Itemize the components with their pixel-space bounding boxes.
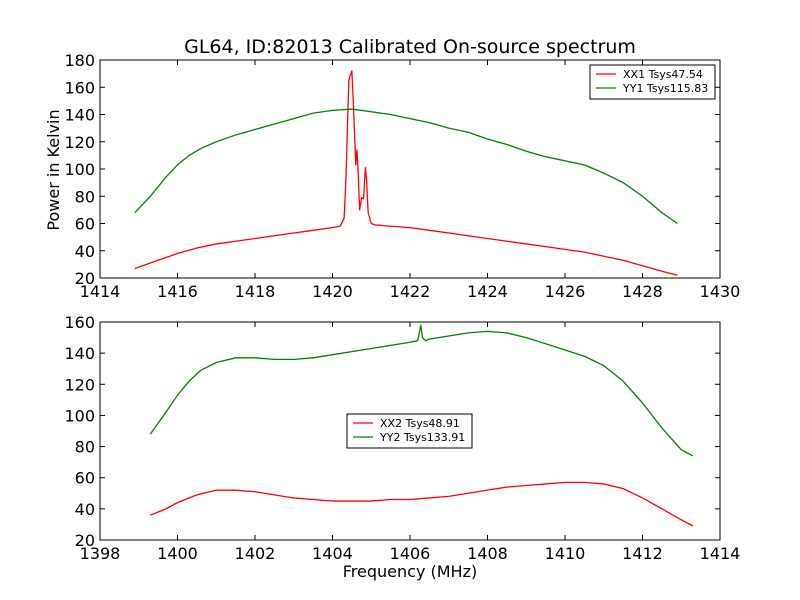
x-tick-label: 1414 xyxy=(80,282,121,301)
legend-box xyxy=(346,413,473,449)
y-tick-label: 60 xyxy=(75,469,95,488)
y-axis-label: Power in Kelvin xyxy=(44,109,63,230)
x-tick-label: 1418 xyxy=(235,282,276,301)
y-tick-label: 80 xyxy=(75,187,95,206)
series-line-yy1 xyxy=(134,108,678,225)
x-axis-label: Frequency (MHz) xyxy=(343,562,477,581)
legend-entry: YY2 Tsys133.91 xyxy=(379,431,465,444)
y-tick-label: 180 xyxy=(64,51,95,70)
x-tick-label: 1410 xyxy=(545,544,586,563)
x-tick-label: 1408 xyxy=(467,544,508,563)
y-tick-label: 40 xyxy=(75,500,95,519)
legend-entry: YY1 Tsys115.83 xyxy=(622,82,708,95)
x-tick-label: 1430 xyxy=(700,282,741,301)
y-tick-label: 20 xyxy=(75,531,95,550)
bottom-plot: 1398 1400 1402 1404 1406 1408 1410 1412 1414 20 40… xyxy=(64,313,740,563)
y-tick-label: 140 xyxy=(64,344,95,363)
legend-entry: XX2 Tsys48.91 xyxy=(380,417,460,430)
x-tick-label: 1416 xyxy=(157,282,198,301)
x-tick-label: 1420 xyxy=(312,282,353,301)
x-tick-label: 1398 xyxy=(80,544,121,563)
y-tick-label: 160 xyxy=(64,78,95,97)
x-tick-label: 1428 xyxy=(622,282,663,301)
x-tick-label: 1424 xyxy=(467,282,508,301)
series-line-yy2 xyxy=(149,324,694,457)
x-tick-label: 1426 xyxy=(545,282,586,301)
series-line-xx2 xyxy=(150,481,694,527)
x-tick-label: 1406 xyxy=(390,544,431,563)
x-tick-label: 1400 xyxy=(157,544,198,563)
top-plot: 1414 1416 1418 1420 1422 1424 1426 1428 1430 20 40… xyxy=(64,51,740,301)
y-tick-label: 60 xyxy=(75,215,95,234)
y-tick-label: 80 xyxy=(75,438,95,457)
y-tick-label: 100 xyxy=(64,160,95,179)
y-tick-label: 120 xyxy=(64,375,95,394)
y-tick-label: 20 xyxy=(75,269,95,288)
x-tick-label: 1422 xyxy=(390,282,431,301)
x-tick-label: 1402 xyxy=(235,544,276,563)
y-tick-label: 100 xyxy=(64,406,95,425)
series-line-xx1 xyxy=(134,70,678,276)
x-tick-label: 1412 xyxy=(622,544,663,563)
x-tick-label: 1404 xyxy=(312,544,353,563)
x-tick-label: 1414 xyxy=(700,544,741,563)
y-tick-label: 120 xyxy=(64,133,95,152)
legend-box xyxy=(589,64,716,100)
chart-title: GL64, ID:82013 Calibrated On-source spec… xyxy=(184,36,636,58)
y-tick-label: 160 xyxy=(64,313,95,332)
legend-entry: XX1 Tsys47.54 xyxy=(623,68,703,81)
y-tick-label: 40 xyxy=(75,242,95,261)
y-tick-label: 140 xyxy=(64,106,95,125)
